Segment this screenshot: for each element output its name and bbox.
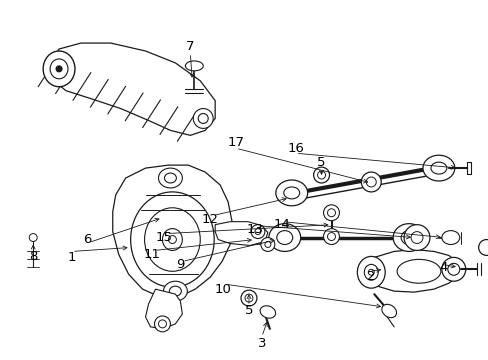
Ellipse shape <box>381 304 396 318</box>
Text: 15: 15 <box>156 231 173 244</box>
Ellipse shape <box>158 320 166 328</box>
Ellipse shape <box>276 231 292 244</box>
Text: 13: 13 <box>246 223 263 236</box>
Ellipse shape <box>357 256 385 288</box>
Ellipse shape <box>163 281 187 301</box>
Ellipse shape <box>478 239 488 255</box>
Text: 14: 14 <box>273 218 290 231</box>
Text: 8: 8 <box>29 250 37 263</box>
Text: 3: 3 <box>257 337 265 350</box>
Text: 5: 5 <box>317 156 325 168</box>
Ellipse shape <box>441 231 459 244</box>
Ellipse shape <box>317 171 325 179</box>
Ellipse shape <box>193 109 213 129</box>
Ellipse shape <box>283 187 299 199</box>
Ellipse shape <box>447 264 459 275</box>
Text: 16: 16 <box>286 142 304 155</box>
Ellipse shape <box>367 269 373 275</box>
Ellipse shape <box>392 224 424 251</box>
Ellipse shape <box>327 209 335 217</box>
Ellipse shape <box>364 264 377 280</box>
Ellipse shape <box>430 162 446 174</box>
Ellipse shape <box>241 290 256 306</box>
Ellipse shape <box>159 208 171 222</box>
Text: 2: 2 <box>366 270 375 283</box>
Ellipse shape <box>185 61 203 71</box>
Ellipse shape <box>260 306 275 318</box>
Ellipse shape <box>250 225 264 239</box>
Ellipse shape <box>254 229 261 235</box>
Text: 1: 1 <box>68 251 76 264</box>
Ellipse shape <box>130 192 214 287</box>
Polygon shape <box>364 249 458 292</box>
Ellipse shape <box>361 172 381 192</box>
Text: 6: 6 <box>82 233 91 246</box>
Ellipse shape <box>366 177 375 187</box>
Text: 4: 4 <box>439 261 447 274</box>
Ellipse shape <box>261 238 274 251</box>
Ellipse shape <box>400 231 416 244</box>
Ellipse shape <box>244 294 252 302</box>
Ellipse shape <box>50 59 68 79</box>
Ellipse shape <box>441 257 465 281</box>
Ellipse shape <box>410 231 422 243</box>
Ellipse shape <box>164 173 176 183</box>
Ellipse shape <box>313 167 329 183</box>
Ellipse shape <box>56 66 62 72</box>
Ellipse shape <box>396 260 440 283</box>
Ellipse shape <box>29 234 37 242</box>
Text: 11: 11 <box>144 248 161 261</box>
Ellipse shape <box>323 205 339 221</box>
Polygon shape <box>113 165 232 297</box>
Ellipse shape <box>168 235 176 243</box>
Ellipse shape <box>403 225 429 251</box>
Text: 12: 12 <box>201 213 218 226</box>
Ellipse shape <box>43 51 75 87</box>
Ellipse shape <box>158 168 182 188</box>
Ellipse shape <box>327 233 335 240</box>
Ellipse shape <box>154 316 170 332</box>
Ellipse shape <box>275 180 307 206</box>
Ellipse shape <box>162 229 182 251</box>
Ellipse shape <box>144 208 200 271</box>
Text: 9: 9 <box>176 258 184 271</box>
Ellipse shape <box>268 224 300 251</box>
Ellipse shape <box>169 286 181 296</box>
Ellipse shape <box>323 229 339 244</box>
Polygon shape <box>215 222 267 246</box>
Polygon shape <box>145 289 182 329</box>
Text: 5: 5 <box>244 305 253 318</box>
Ellipse shape <box>198 113 208 123</box>
Ellipse shape <box>422 155 454 181</box>
Polygon shape <box>49 43 215 135</box>
Text: 10: 10 <box>214 283 231 296</box>
Text: 7: 7 <box>185 40 194 53</box>
Ellipse shape <box>264 242 270 247</box>
Text: 17: 17 <box>227 136 244 149</box>
